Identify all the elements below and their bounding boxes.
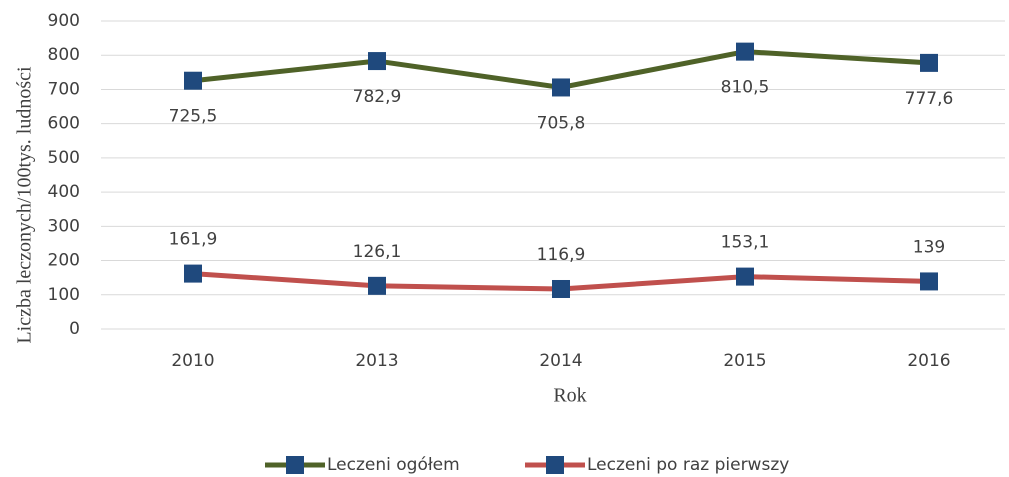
data-point bbox=[184, 264, 202, 283]
x-tick-label: 2013 bbox=[355, 351, 398, 371]
legend-marker bbox=[546, 456, 564, 474]
data-point bbox=[368, 52, 386, 71]
legend-label: Leczeni ogółem bbox=[327, 455, 460, 475]
data-point bbox=[368, 276, 386, 295]
y-tick-label: 700 bbox=[48, 79, 80, 99]
data-point bbox=[552, 78, 570, 97]
y-tick-label: 0 bbox=[69, 319, 80, 339]
data-point bbox=[184, 71, 202, 90]
data-label: 705,8 bbox=[537, 113, 586, 133]
y-tick-label: 900 bbox=[48, 11, 80, 31]
data-label: 161,9 bbox=[169, 230, 218, 250]
y-axis-title: Liczba leczonych/100tys. ludności bbox=[14, 66, 36, 344]
y-tick-label: 800 bbox=[48, 45, 80, 65]
data-point bbox=[920, 272, 938, 291]
data-label: 139 bbox=[913, 237, 945, 257]
y-tick-label: 400 bbox=[48, 182, 80, 202]
data-label: 782,9 bbox=[353, 87, 402, 107]
x-tick-label: 2010 bbox=[171, 351, 214, 371]
x-tick-label: 2016 bbox=[907, 351, 950, 371]
y-tick-label: 300 bbox=[48, 216, 80, 236]
y-tick-label: 600 bbox=[48, 114, 80, 134]
data-point bbox=[920, 53, 938, 72]
y-tick-label: 200 bbox=[48, 251, 80, 271]
y-tick-label: 500 bbox=[48, 148, 80, 168]
x-tick-label: 2015 bbox=[723, 351, 766, 371]
x-axis-title: Rok bbox=[553, 385, 586, 407]
x-tick-label: 2014 bbox=[539, 351, 582, 371]
legend-label: Leczeni po raz pierwszy bbox=[587, 455, 789, 475]
y-tick-label: 100 bbox=[48, 285, 80, 305]
data-label: 153,1 bbox=[721, 233, 770, 253]
legend-marker bbox=[286, 456, 304, 474]
data-label: 810,5 bbox=[721, 78, 770, 98]
data-point bbox=[552, 279, 570, 298]
data-label: 116,9 bbox=[537, 245, 586, 265]
data-label: 725,5 bbox=[169, 107, 218, 127]
data-point bbox=[736, 42, 754, 61]
data-label: 777,6 bbox=[905, 89, 954, 109]
data-point bbox=[736, 267, 754, 286]
data-label: 126,1 bbox=[353, 242, 402, 262]
